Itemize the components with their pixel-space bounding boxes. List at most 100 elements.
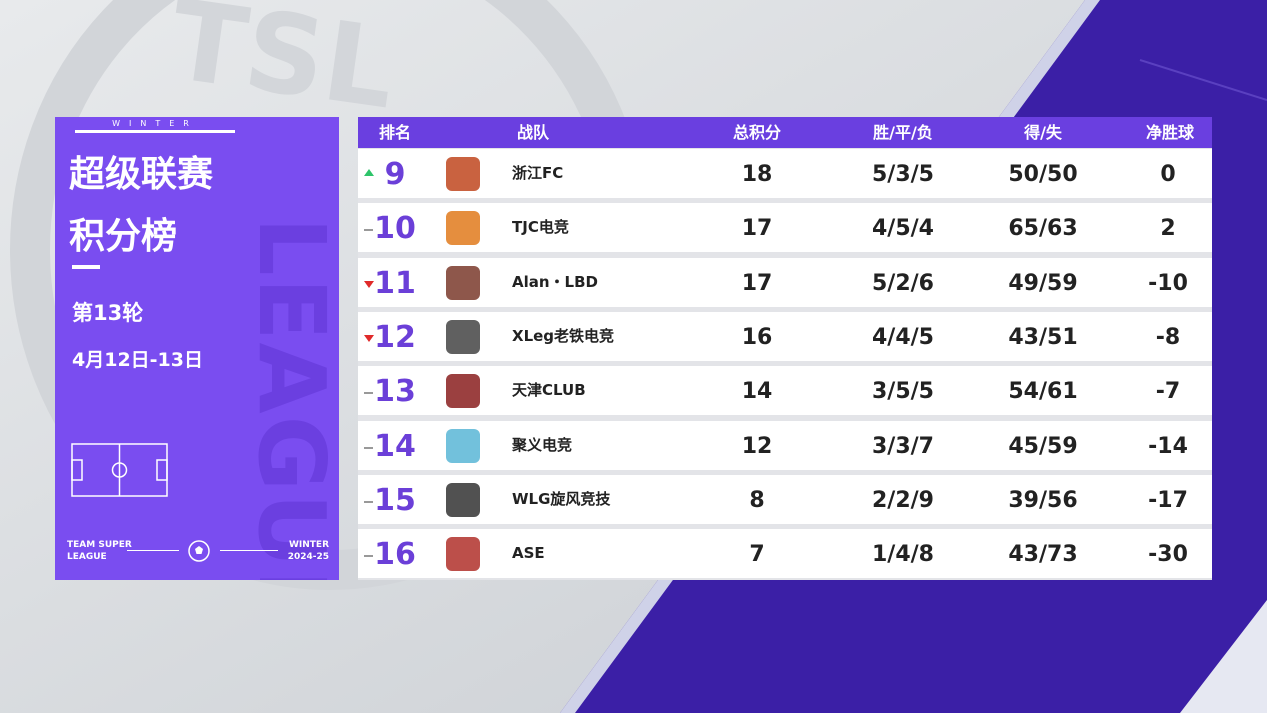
team-logo: [446, 537, 480, 572]
trend-indicator: [364, 446, 373, 449]
ball-icon: [188, 540, 210, 562]
points: 18: [741, 162, 773, 187]
points: 17: [741, 216, 773, 242]
tag-bar: [75, 130, 235, 133]
rank: 14: [374, 428, 416, 464]
record: 3/3/7: [872, 433, 934, 459]
column-header: 总积分: [732, 123, 782, 142]
team-logo: [446, 428, 480, 463]
team-name: Alan・LBD: [512, 272, 598, 291]
team-logo: [446, 482, 480, 517]
goals: 54/61: [1008, 379, 1078, 405]
round: 第13轮: [72, 301, 144, 325]
rank: 15: [374, 482, 416, 518]
watermark: LEAGUE: [238, 217, 339, 580]
diff: -17: [1148, 487, 1188, 513]
points: 17: [741, 270, 773, 296]
rank: 11: [374, 265, 416, 301]
pitch-icon: [71, 443, 168, 497]
table-row: 15 WLG旋风竞技 8 2/2/9 39/56 -17: [358, 474, 1212, 524]
team-name: 天津CLUB: [512, 381, 586, 400]
table-row: 14 聚义电竞 12 3/3/7 45/59 -14: [358, 420, 1212, 470]
goals: 65/63: [1008, 216, 1078, 242]
column-header: 排名: [378, 123, 412, 142]
diff: -10: [1148, 270, 1188, 296]
team-name: WLG旋风竞技: [512, 489, 611, 508]
rank: 12: [374, 319, 416, 355]
team-name: TJC电竞: [512, 218, 569, 237]
points: 16: [741, 324, 773, 350]
column-header: 净胜球: [1145, 123, 1195, 142]
header-row: 排名 战队 总积分 胜/平/负 得/失 净胜球: [358, 117, 1212, 148]
trend-indicator: [364, 500, 373, 503]
trend-indicator: [364, 334, 374, 342]
team-name: 聚义电竞: [512, 435, 573, 454]
record: 2/2/9: [872, 487, 934, 513]
table-row: 13 天津CLUB 14 3/5/5 54/61 -7: [358, 366, 1212, 416]
record: 5/2/6: [872, 270, 934, 296]
diff: 2: [1160, 216, 1176, 242]
diff: 0: [1160, 162, 1176, 187]
diff: -30: [1148, 542, 1188, 568]
record: 5/3/5: [872, 162, 934, 187]
divider: [72, 265, 100, 269]
goals: 50/50: [1008, 162, 1078, 187]
goals: 49/59: [1008, 270, 1078, 296]
title: 积分榜: [69, 216, 178, 257]
team-name: 浙江FC: [512, 164, 564, 182]
table-row: 11 Alan・LBD 17 5/2/6 49/59 -10: [358, 257, 1212, 307]
footer-text: 2024-25: [287, 552, 329, 562]
goals: 39/56: [1008, 487, 1078, 513]
diff: -7: [1155, 379, 1181, 405]
footer-left: TEAM SUPER LEAGUE: [67, 539, 132, 563]
team-logo: [446, 319, 480, 354]
diff: -8: [1155, 324, 1181, 350]
footer-text: WINTER: [288, 540, 329, 550]
dates: 4月12日-13日: [72, 349, 203, 371]
rank: 9: [384, 157, 406, 192]
column-header: 胜/平/负: [873, 123, 933, 142]
footer-text: LEAGUE: [67, 552, 107, 562]
trend-indicator: [364, 229, 373, 232]
points: 8: [749, 487, 765, 513]
record: 1/4/8: [872, 542, 934, 568]
rank: 16: [374, 537, 416, 573]
team-logo: [446, 374, 480, 409]
points: 12: [741, 433, 773, 459]
table-row: 10 TJC电竞 17 4/5/4 65/63 2: [358, 203, 1212, 253]
footer-line: [127, 550, 179, 551]
column-header: 得/失: [1024, 123, 1062, 142]
rank: 13: [374, 374, 416, 410]
team-name: XLeg老铁电竞: [512, 326, 615, 345]
rank: 10: [374, 211, 416, 247]
trend-indicator: [364, 169, 374, 176]
diff: -14: [1148, 433, 1188, 459]
trend-indicator: [364, 555, 373, 558]
table-row: 9 浙江FC 18 5/3/5 50/50 0: [358, 149, 1212, 198]
footer-right: WINTER 2024-25: [288, 539, 329, 563]
season-tag: WINTER: [112, 119, 198, 128]
record: 3/5/5: [872, 379, 934, 405]
goals: 43/51: [1008, 324, 1078, 350]
table-row: 12 XLeg老铁电竞 16 4/4/5 43/51 -8: [358, 311, 1212, 361]
team-logo: [446, 265, 480, 300]
column-header: 战队: [516, 123, 550, 142]
title: 超级联赛: [69, 154, 214, 195]
goals: 45/59: [1008, 433, 1078, 459]
footer-line: [220, 550, 278, 551]
table-row: 16 ASE 7 1/4/8 43/73 -30: [358, 529, 1212, 579]
points: 14: [741, 379, 773, 405]
goals: 43/73: [1008, 542, 1078, 568]
record: 4/5/4: [872, 216, 934, 242]
team-logo: [446, 157, 480, 191]
team-logo: [446, 211, 480, 246]
team-name: ASE: [512, 544, 545, 563]
footer-text: TEAM SUPER: [67, 540, 132, 550]
title-panel: LEAGUE WINTER 超级联赛 积分榜 第13轮 4月12日-13日 TE…: [55, 117, 339, 580]
trend-indicator: [364, 280, 374, 288]
record: 4/4/5: [872, 324, 934, 350]
standings-table: 排名 战队 总积分 胜/平/负 得/失 净胜球 9 浙江FC 18 5/3/5 50/50 0 10 T…: [358, 117, 1212, 580]
trend-indicator: [364, 392, 373, 395]
points: 7: [749, 542, 765, 568]
